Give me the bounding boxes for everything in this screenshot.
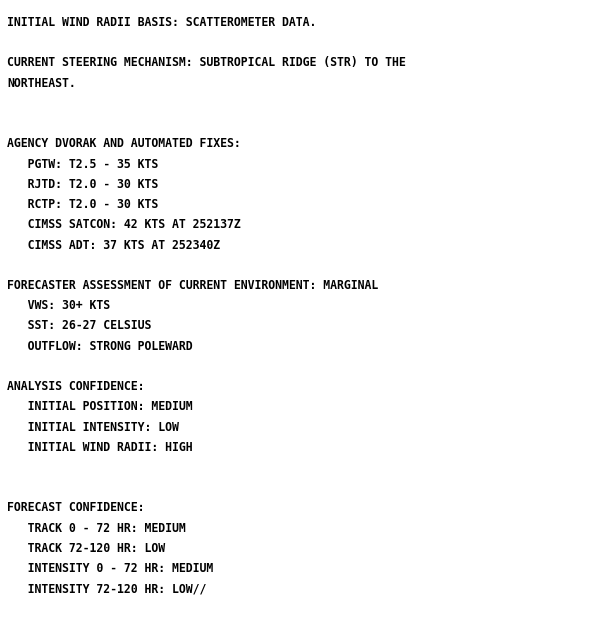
Text: TRACK 72-120 HR: LOW: TRACK 72-120 HR: LOW [7, 542, 165, 555]
Text: TRACK 0 - 72 HR: MEDIUM: TRACK 0 - 72 HR: MEDIUM [7, 521, 186, 535]
Text: NORTHEAST.: NORTHEAST. [7, 76, 76, 90]
Text: VWS: 30+ KTS: VWS: 30+ KTS [7, 299, 111, 312]
Text: ANALYSIS CONFIDENCE:: ANALYSIS CONFIDENCE: [7, 380, 145, 393]
Text: CIMSS ADT: 37 KTS AT 252340Z: CIMSS ADT: 37 KTS AT 252340Z [7, 238, 221, 252]
Text: RJTD: T2.0 - 30 KTS: RJTD: T2.0 - 30 KTS [7, 178, 159, 191]
Text: CURRENT STEERING MECHANISM: SUBTROPICAL RIDGE (STR) TO THE: CURRENT STEERING MECHANISM: SUBTROPICAL … [7, 56, 406, 69]
Text: RCTP: T2.0 - 30 KTS: RCTP: T2.0 - 30 KTS [7, 198, 159, 211]
Text: INITIAL WIND RADII: HIGH: INITIAL WIND RADII: HIGH [7, 440, 193, 454]
Text: CIMSS SATCON: 42 KTS AT 252137Z: CIMSS SATCON: 42 KTS AT 252137Z [7, 218, 241, 231]
Text: FORECAST CONFIDENCE:: FORECAST CONFIDENCE: [7, 501, 145, 514]
Text: INTENSITY 72-120 HR: LOW//: INTENSITY 72-120 HR: LOW// [7, 582, 207, 595]
Text: INITIAL WIND RADII BASIS: SCATTEROMETER DATA.: INITIAL WIND RADII BASIS: SCATTEROMETER … [7, 16, 317, 29]
Text: PGTW: T2.5 - 35 KTS: PGTW: T2.5 - 35 KTS [7, 157, 159, 171]
Text: INITIAL INTENSITY: LOW: INITIAL INTENSITY: LOW [7, 421, 179, 433]
Text: INITIAL POSITION: MEDIUM: INITIAL POSITION: MEDIUM [7, 400, 193, 413]
Text: OUTFLOW: STRONG POLEWARD: OUTFLOW: STRONG POLEWARD [7, 340, 193, 352]
Text: AGENCY DVORAK AND AUTOMATED FIXES:: AGENCY DVORAK AND AUTOMATED FIXES: [7, 137, 241, 150]
Text: SST: 26-27 CELSIUS: SST: 26-27 CELSIUS [7, 319, 152, 333]
Text: INTENSITY 0 - 72 HR: MEDIUM: INTENSITY 0 - 72 HR: MEDIUM [7, 562, 213, 575]
Text: FORECASTER ASSESSMENT OF CURRENT ENVIRONMENT: MARGINAL: FORECASTER ASSESSMENT OF CURRENT ENVIRON… [7, 279, 379, 292]
